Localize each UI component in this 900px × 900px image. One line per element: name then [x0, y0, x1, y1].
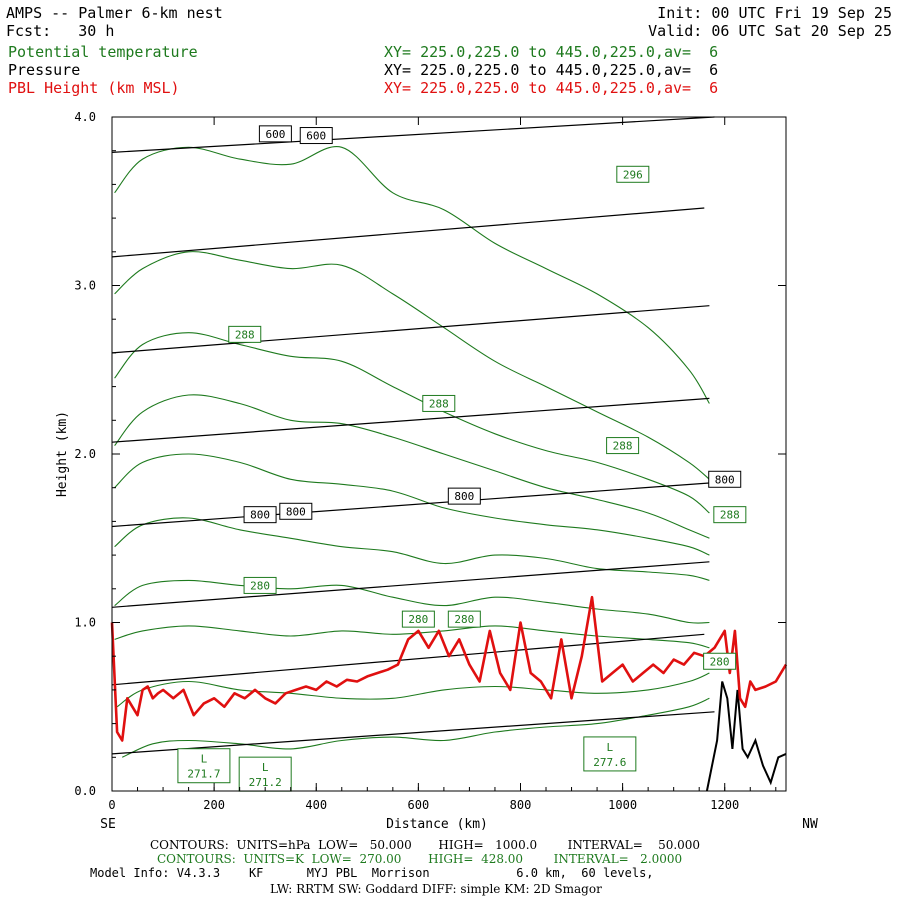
- forecast-hour: Fcst: 30 h: [6, 22, 115, 40]
- theta-contour-8: [116, 672, 710, 708]
- pbl-height-line: [110, 595, 788, 742]
- theta-contour-4: [114, 453, 710, 556]
- pressure-contour-3: [111, 482, 715, 528]
- theta-label-7: 280: [447, 610, 481, 628]
- low-marker-0: L 271.7: [177, 748, 231, 784]
- theta-label-5: 280: [243, 576, 277, 594]
- y-tick-label: 1.0: [74, 616, 96, 630]
- y-tick-label: 2.0: [74, 447, 96, 461]
- axes: 0 200 400 600 800 1000 1200 0.0 1.0 2.0 3.0 4.0 Dist…: [55, 110, 818, 832]
- y-tick-label: 0.0: [74, 784, 96, 798]
- theta-label-2-text: 288: [429, 397, 449, 410]
- theta-label-0-text: 296: [623, 168, 643, 181]
- pressure-label-3-text: 800: [286, 505, 306, 518]
- pressure-label-0: 600: [258, 125, 292, 143]
- y-tick-label: 4.0: [74, 110, 96, 124]
- right-end-label: NW: [802, 817, 818, 832]
- theta-label-4: 288: [713, 506, 747, 524]
- contour-labels: 600 600 800 800 800 800 296 288 288 288 288 280 280 2…: [177, 125, 747, 792]
- x-tick-label: 200: [203, 798, 225, 812]
- theta-label-8: 280: [703, 652, 737, 670]
- theta-contour-9: [121, 697, 710, 758]
- pressure-contour-0: [111, 711, 715, 755]
- low-marker-value: 271.2: [249, 776, 282, 789]
- field-pbl-xy: XY= 225.0,225.0 to 445.0,225.0,av= 6: [384, 79, 719, 97]
- pressure-label-0-text: 600: [265, 128, 285, 141]
- x-tick-label: 1000: [608, 798, 637, 812]
- theta-contour-6: [114, 579, 710, 624]
- low-marker-value: 277.6: [593, 756, 626, 769]
- theta-label-5-text: 280: [250, 579, 270, 592]
- pressure-contour-7: [111, 116, 715, 153]
- theta-contour-3: [114, 394, 710, 539]
- pressure-label-2: 800: [243, 506, 277, 524]
- pressure-contour-1: [111, 633, 705, 686]
- theta-label-0: 296: [616, 165, 650, 183]
- theta-label-3-text: 288: [613, 440, 633, 453]
- init-time: Init: 00 UTC Fri 19 Sep 25: [657, 4, 892, 22]
- low-marker-letter: L: [262, 761, 269, 774]
- theta-label-3: 288: [606, 437, 640, 455]
- pressure-contour-5: [111, 305, 710, 354]
- left-end-label: SE: [100, 817, 116, 832]
- theta-label-2: 288: [422, 394, 456, 412]
- pressure-label-2-text: 800: [250, 509, 270, 522]
- pressure-label-5: 800: [708, 470, 742, 488]
- plot-frame: [111, 116, 787, 792]
- pbl-height-series: [110, 595, 788, 742]
- field-theta-name: Potential temperature: [8, 43, 198, 61]
- footer-model-info: Model Info: V4.3.3 KF MYJ PBL Morrison 6…: [90, 866, 654, 880]
- x-tick-label: 800: [510, 798, 532, 812]
- theta-label-7-text: 280: [454, 613, 474, 626]
- theta-label-1: 288: [228, 325, 262, 343]
- low-marker-letter: L: [201, 753, 208, 766]
- low-marker-letter: L: [607, 741, 614, 754]
- valid-time: Valid: 06 UTC Sat 20 Sep 25: [648, 22, 892, 40]
- theta-label-6: 280: [401, 610, 435, 628]
- pressure-label-1: 600: [299, 127, 333, 145]
- theta-contour-2: [114, 332, 710, 514]
- pressure-contour-6: [111, 207, 705, 258]
- footer-contours-pressure: CONTOURS: UNITS=hPa LOW= 50.000 HIGH= 10…: [150, 838, 701, 852]
- x-tick-label: 400: [305, 798, 327, 812]
- x-tick-label: 1200: [710, 798, 739, 812]
- y-tick-label: 3.0: [74, 279, 96, 293]
- theta-contour-0: [114, 146, 710, 404]
- theta-contour-1: [114, 251, 710, 480]
- terrain-line: [705, 681, 787, 792]
- pressure-contour-2: [111, 561, 710, 608]
- low-marker-1: L 271.2: [238, 756, 292, 792]
- field-theta-xy: XY= 225.0,225.0 to 445.0,225.0,av= 6: [384, 43, 719, 61]
- field-pbl-name: PBL Height (km MSL): [8, 79, 180, 97]
- x-axis-label: Distance (km): [386, 817, 488, 832]
- theta-label-1-text: 288: [235, 328, 255, 341]
- x-tick-label: 0: [108, 798, 115, 812]
- pressure-label-5-text: 800: [715, 473, 735, 486]
- pressure-label-3: 800: [279, 502, 313, 520]
- terrain-profile: [705, 681, 787, 792]
- plot-border: [111, 116, 787, 792]
- field-pressure-name: Pressure: [8, 61, 81, 79]
- footer-contours-theta: CONTOURS: UNITS=K LOW= 270.00 HIGH= 428.…: [157, 852, 683, 866]
- field-pressure-xy: XY= 225.0,225.0 to 445.0,225.0,av= 6: [384, 61, 719, 79]
- pressure-contours: [111, 116, 715, 755]
- theta-contour-5: [114, 517, 710, 581]
- theta-label-8-text: 280: [710, 655, 730, 668]
- pressure-label-4-text: 800: [454, 490, 474, 503]
- low-marker-value: 271.7: [187, 768, 220, 781]
- theta-label-4-text: 288: [720, 509, 740, 522]
- chart-title: AMPS -- Palmer 6-km nest: [6, 4, 223, 22]
- footer-model-info-2: LW: RRTM SW: Goddard DIFF: simple KM: 2D…: [270, 882, 602, 896]
- pressure-label-4: 800: [447, 487, 481, 505]
- pressure-label-1-text: 600: [306, 130, 326, 143]
- y-axis-label: Height (km): [55, 411, 70, 497]
- x-tick-label: 600: [408, 798, 430, 812]
- low-marker-2: L 277.6: [583, 736, 637, 772]
- theta-label-6-text: 280: [408, 613, 428, 626]
- pressure-contour-4: [111, 397, 710, 443]
